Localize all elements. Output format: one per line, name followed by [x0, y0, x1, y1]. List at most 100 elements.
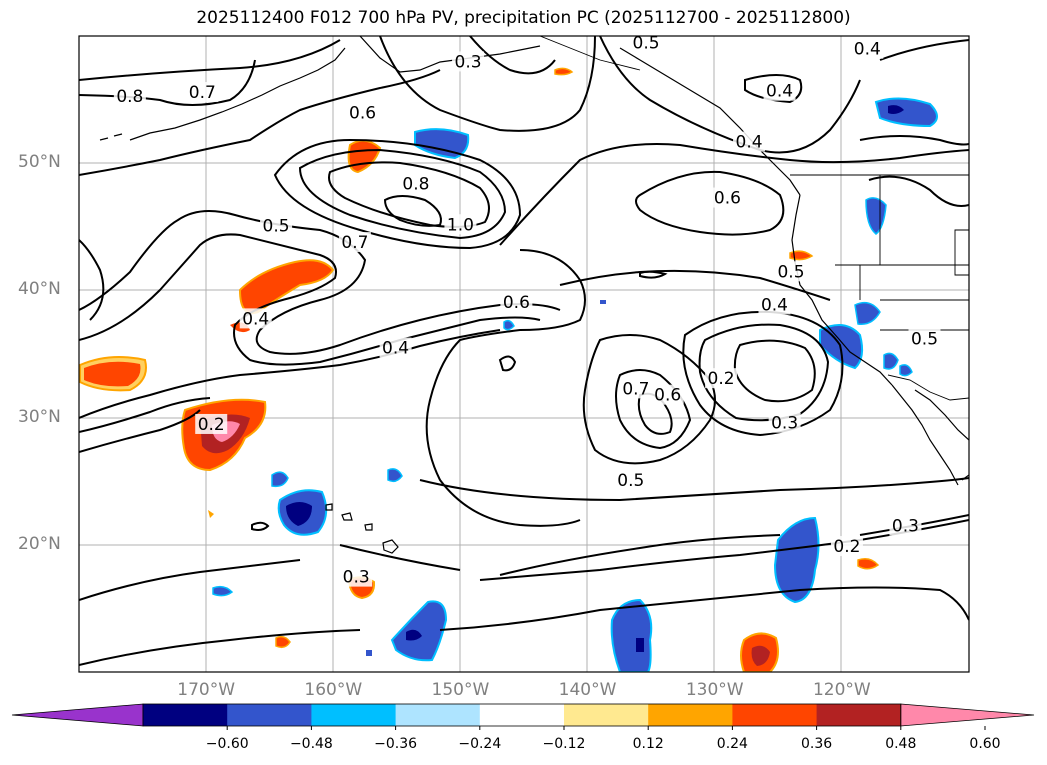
pv-contour	[79, 210, 561, 355]
contour-label: 0.3	[343, 568, 370, 588]
contour-label: 0.8	[402, 175, 429, 195]
colorbar-tick-label: 0.48	[885, 736, 917, 752]
contour-label: 0.4	[854, 40, 881, 60]
pv-contour	[635, 170, 785, 236]
precip-positive-area	[751, 645, 770, 666]
contour-label-bg	[195, 413, 228, 434]
colorbar-segment	[143, 704, 228, 726]
contour-label: 0.3	[892, 517, 919, 537]
pv-contour	[298, 148, 507, 240]
contour-label: 0.4	[761, 295, 788, 315]
contour-label-bg	[711, 187, 744, 208]
contour-label: 0.2	[198, 415, 225, 435]
map-frame	[78, 35, 970, 673]
pv-contour	[79, 69, 441, 176]
colorbar-segment	[564, 704, 649, 726]
contour-label-bg	[338, 232, 371, 253]
precip-negative-areas	[212, 97, 938, 672]
contour-label-bg	[444, 214, 477, 235]
colorbar-extend-min	[11, 703, 144, 727]
precip-negative-area	[387, 468, 403, 483]
precip-negative-area	[286, 502, 312, 526]
contour-label: 0.4	[382, 339, 409, 359]
coastlines	[99, 36, 969, 554]
contour-label: 0.6	[654, 386, 681, 406]
border-states	[835, 175, 969, 331]
colorbar-tick-label: 0.12	[632, 736, 664, 752]
contour-label-bg	[733, 131, 766, 152]
contour-label-bg	[452, 51, 485, 72]
contour-label-bg	[908, 328, 941, 349]
contour-label-bg	[260, 215, 293, 236]
latitude-label: 40°N	[18, 279, 61, 300]
contour-label: 0.5	[617, 471, 644, 491]
contour-label-bg	[614, 469, 647, 490]
precip-positive-area	[84, 361, 141, 387]
contour-label-bg	[830, 536, 863, 557]
pv-contour	[744, 74, 803, 104]
contour-label: 0.7	[189, 83, 216, 103]
longitude-label: 140°W	[558, 680, 617, 700]
pv-contour	[469, 36, 556, 75]
precip-negative-area	[854, 301, 881, 325]
precip-negative-area	[390, 600, 448, 662]
pv-contour	[419, 477, 969, 502]
colorbar-segment	[732, 704, 818, 726]
precip-negative-area	[773, 516, 820, 604]
borders	[539, 36, 969, 401]
contour-label: 0.6	[503, 293, 530, 313]
precip-negative-area	[888, 105, 904, 114]
contour-label-bg	[889, 515, 922, 536]
contour-label-bg	[768, 412, 801, 433]
contour-label: 0.2	[833, 537, 860, 557]
precip-positive-area	[554, 67, 574, 76]
contour-label-bg	[340, 566, 373, 587]
contour-label: 0.6	[714, 189, 741, 209]
coastline-west-us	[791, 194, 893, 386]
contour-label: 0.3	[771, 414, 798, 434]
precip-negative-area	[406, 629, 422, 641]
colorbar-segment	[311, 704, 397, 726]
longitude-label: 120°W	[812, 680, 871, 700]
pv-contour	[251, 521, 270, 531]
longitude-label: 130°W	[685, 680, 744, 700]
pv-contour-labels: 0.8 0.70.60.30.80.70.5 1.00.60.40.40.30.20…	[113, 36, 941, 588]
contour-label-bg	[239, 308, 272, 329]
precip-negative-area	[610, 598, 653, 672]
contour-label-bg	[113, 85, 146, 106]
colorbar-tick-label: −0.24	[458, 736, 502, 752]
pv-contour	[879, 39, 969, 61]
pv-contour	[615, 369, 692, 450]
pv-contour	[559, 269, 831, 301]
precip-positive-area	[857, 558, 880, 570]
contour-label-bg	[851, 38, 884, 59]
border-us-mexico	[887, 374, 969, 401]
pv-contour	[383, 195, 442, 227]
precip-negative-area	[414, 128, 470, 160]
longitude-label: 170°W	[177, 680, 236, 700]
coastline-baja	[891, 384, 959, 486]
pv-contour	[273, 138, 522, 250]
contour-label: 0.8	[116, 87, 143, 107]
colorbar-segment	[816, 704, 902, 726]
precip-negative-area	[212, 585, 234, 597]
contour-label: 0.2	[708, 369, 735, 389]
border-alaska-canada	[539, 36, 641, 71]
precip-negative-area	[366, 650, 372, 656]
colorbar-segment	[227, 704, 312, 726]
coastline-aleutians	[99, 133, 123, 141]
precip-negative-area	[883, 352, 899, 370]
precip-negative-area	[865, 197, 887, 235]
contour-label-bg	[630, 36, 663, 53]
colorbar-tick-label: −0.12	[542, 736, 586, 752]
colorbar-tick-label: 0.24	[716, 736, 748, 752]
pv-contour	[328, 161, 490, 228]
contour-label: 0.4	[766, 82, 793, 102]
contour-label: 0.6	[349, 103, 376, 123]
pv-contour	[79, 329, 501, 419]
map-title: 2025112400 F012 700 hPa PV, precipitatio…	[196, 8, 851, 28]
colorbar-tick-label: −0.48	[289, 736, 333, 752]
contour-label-bg	[399, 173, 432, 194]
pv-contour	[79, 544, 461, 601]
longitude-label: 160°W	[304, 680, 363, 700]
